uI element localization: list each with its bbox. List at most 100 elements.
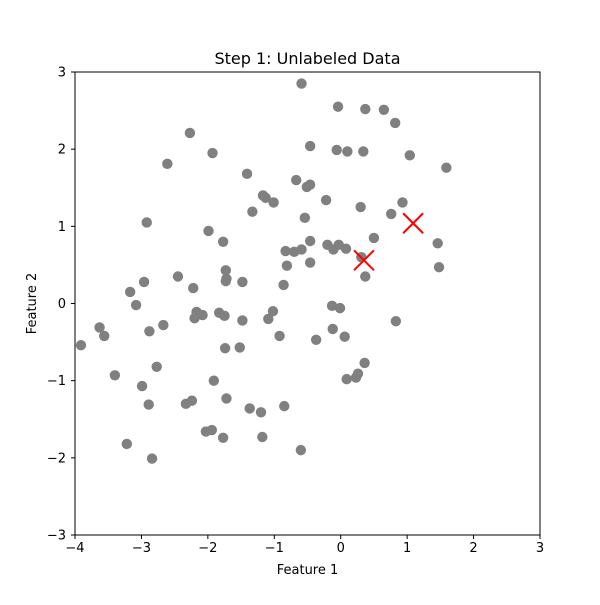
centroid-marker	[353, 249, 375, 271]
x-tick-label: 2	[469, 541, 477, 556]
y-tick-label: −1	[47, 374, 66, 389]
data-point	[397, 197, 408, 208]
y-tick-label: 0	[58, 297, 66, 312]
data-point	[220, 265, 231, 276]
data-point	[278, 279, 289, 291]
data-point	[404, 150, 415, 161]
centroid-markers-layer	[353, 212, 424, 271]
data-points-layer	[75, 78, 452, 464]
data-point	[304, 257, 316, 268]
data-point	[237, 276, 248, 288]
data-point	[244, 403, 255, 414]
data-point	[299, 212, 311, 224]
data-point	[267, 306, 279, 317]
data-point	[141, 217, 152, 228]
data-point	[221, 273, 232, 285]
data-point	[339, 331, 350, 342]
data-point	[207, 147, 218, 159]
data-point	[304, 179, 316, 190]
data-point	[352, 368, 364, 379]
data-point	[257, 431, 268, 443]
data-point	[334, 302, 346, 314]
data-point	[441, 162, 452, 173]
data-point	[241, 168, 253, 180]
x-axis-label: Feature 1	[277, 563, 339, 578]
data-point	[197, 309, 208, 321]
data-point	[326, 300, 338, 312]
data-point	[304, 140, 316, 152]
data-point	[332, 101, 344, 112]
data-point	[328, 244, 339, 255]
data-point	[281, 260, 293, 271]
data-point	[203, 225, 214, 237]
data-point	[295, 444, 307, 456]
data-point	[255, 407, 267, 418]
data-point	[75, 339, 87, 351]
data-point	[162, 158, 173, 170]
data-point	[368, 232, 380, 244]
data-point	[221, 393, 232, 404]
data-point	[219, 343, 231, 354]
data-point	[355, 201, 366, 213]
data-point	[151, 361, 162, 372]
data-point	[188, 282, 199, 294]
data-point	[389, 117, 401, 129]
data-point	[144, 326, 155, 337]
data-point	[331, 144, 342, 156]
data-point	[390, 316, 402, 327]
x-tick-label: −3	[132, 541, 151, 556]
centroid-marker	[402, 212, 424, 234]
data-point	[189, 312, 200, 324]
data-point	[130, 299, 142, 311]
data-point	[268, 197, 279, 208]
x-tick-label: −2	[198, 541, 217, 556]
data-point	[296, 78, 307, 89]
data-point	[260, 192, 271, 203]
x-axis-ticks: −4 −3 −2 −1 0 1 2 3	[65, 535, 544, 556]
y-tick-label: 2	[58, 143, 66, 158]
data-point	[310, 334, 322, 345]
data-point	[136, 380, 148, 392]
data-point	[342, 146, 353, 157]
data-point	[279, 400, 290, 412]
data-point	[180, 398, 192, 410]
data-point	[208, 375, 220, 386]
data-point	[360, 103, 371, 115]
data-point	[296, 244, 307, 255]
data-point	[340, 243, 352, 254]
data-point	[217, 432, 229, 443]
y-tick-label: 3	[58, 66, 66, 81]
data-point	[280, 245, 291, 257]
x-tick-label: −4	[65, 541, 84, 556]
data-point	[359, 357, 370, 369]
data-point	[219, 310, 230, 322]
data-point	[206, 424, 218, 436]
x-tick-label: 1	[403, 541, 411, 556]
data-point	[386, 208, 397, 220]
data-point	[327, 323, 338, 335]
data-point	[138, 276, 150, 288]
data-point	[121, 438, 133, 450]
data-point	[146, 453, 158, 464]
y-axis-label: Feature 2	[25, 273, 40, 335]
data-point	[304, 235, 316, 247]
data-point	[291, 174, 302, 186]
data-point	[109, 370, 121, 381]
y-tick-label: −2	[47, 451, 66, 466]
data-point	[358, 146, 369, 157]
data-point	[360, 271, 371, 282]
data-point	[433, 262, 445, 273]
data-point	[184, 127, 196, 139]
data-point	[247, 206, 258, 217]
data-point	[341, 373, 352, 385]
data-point	[234, 342, 245, 353]
data-point	[432, 238, 443, 249]
data-point	[158, 319, 169, 331]
data-point	[143, 399, 154, 410]
data-point	[274, 330, 285, 342]
data-point	[378, 104, 390, 116]
y-tick-label: −3	[47, 529, 66, 544]
